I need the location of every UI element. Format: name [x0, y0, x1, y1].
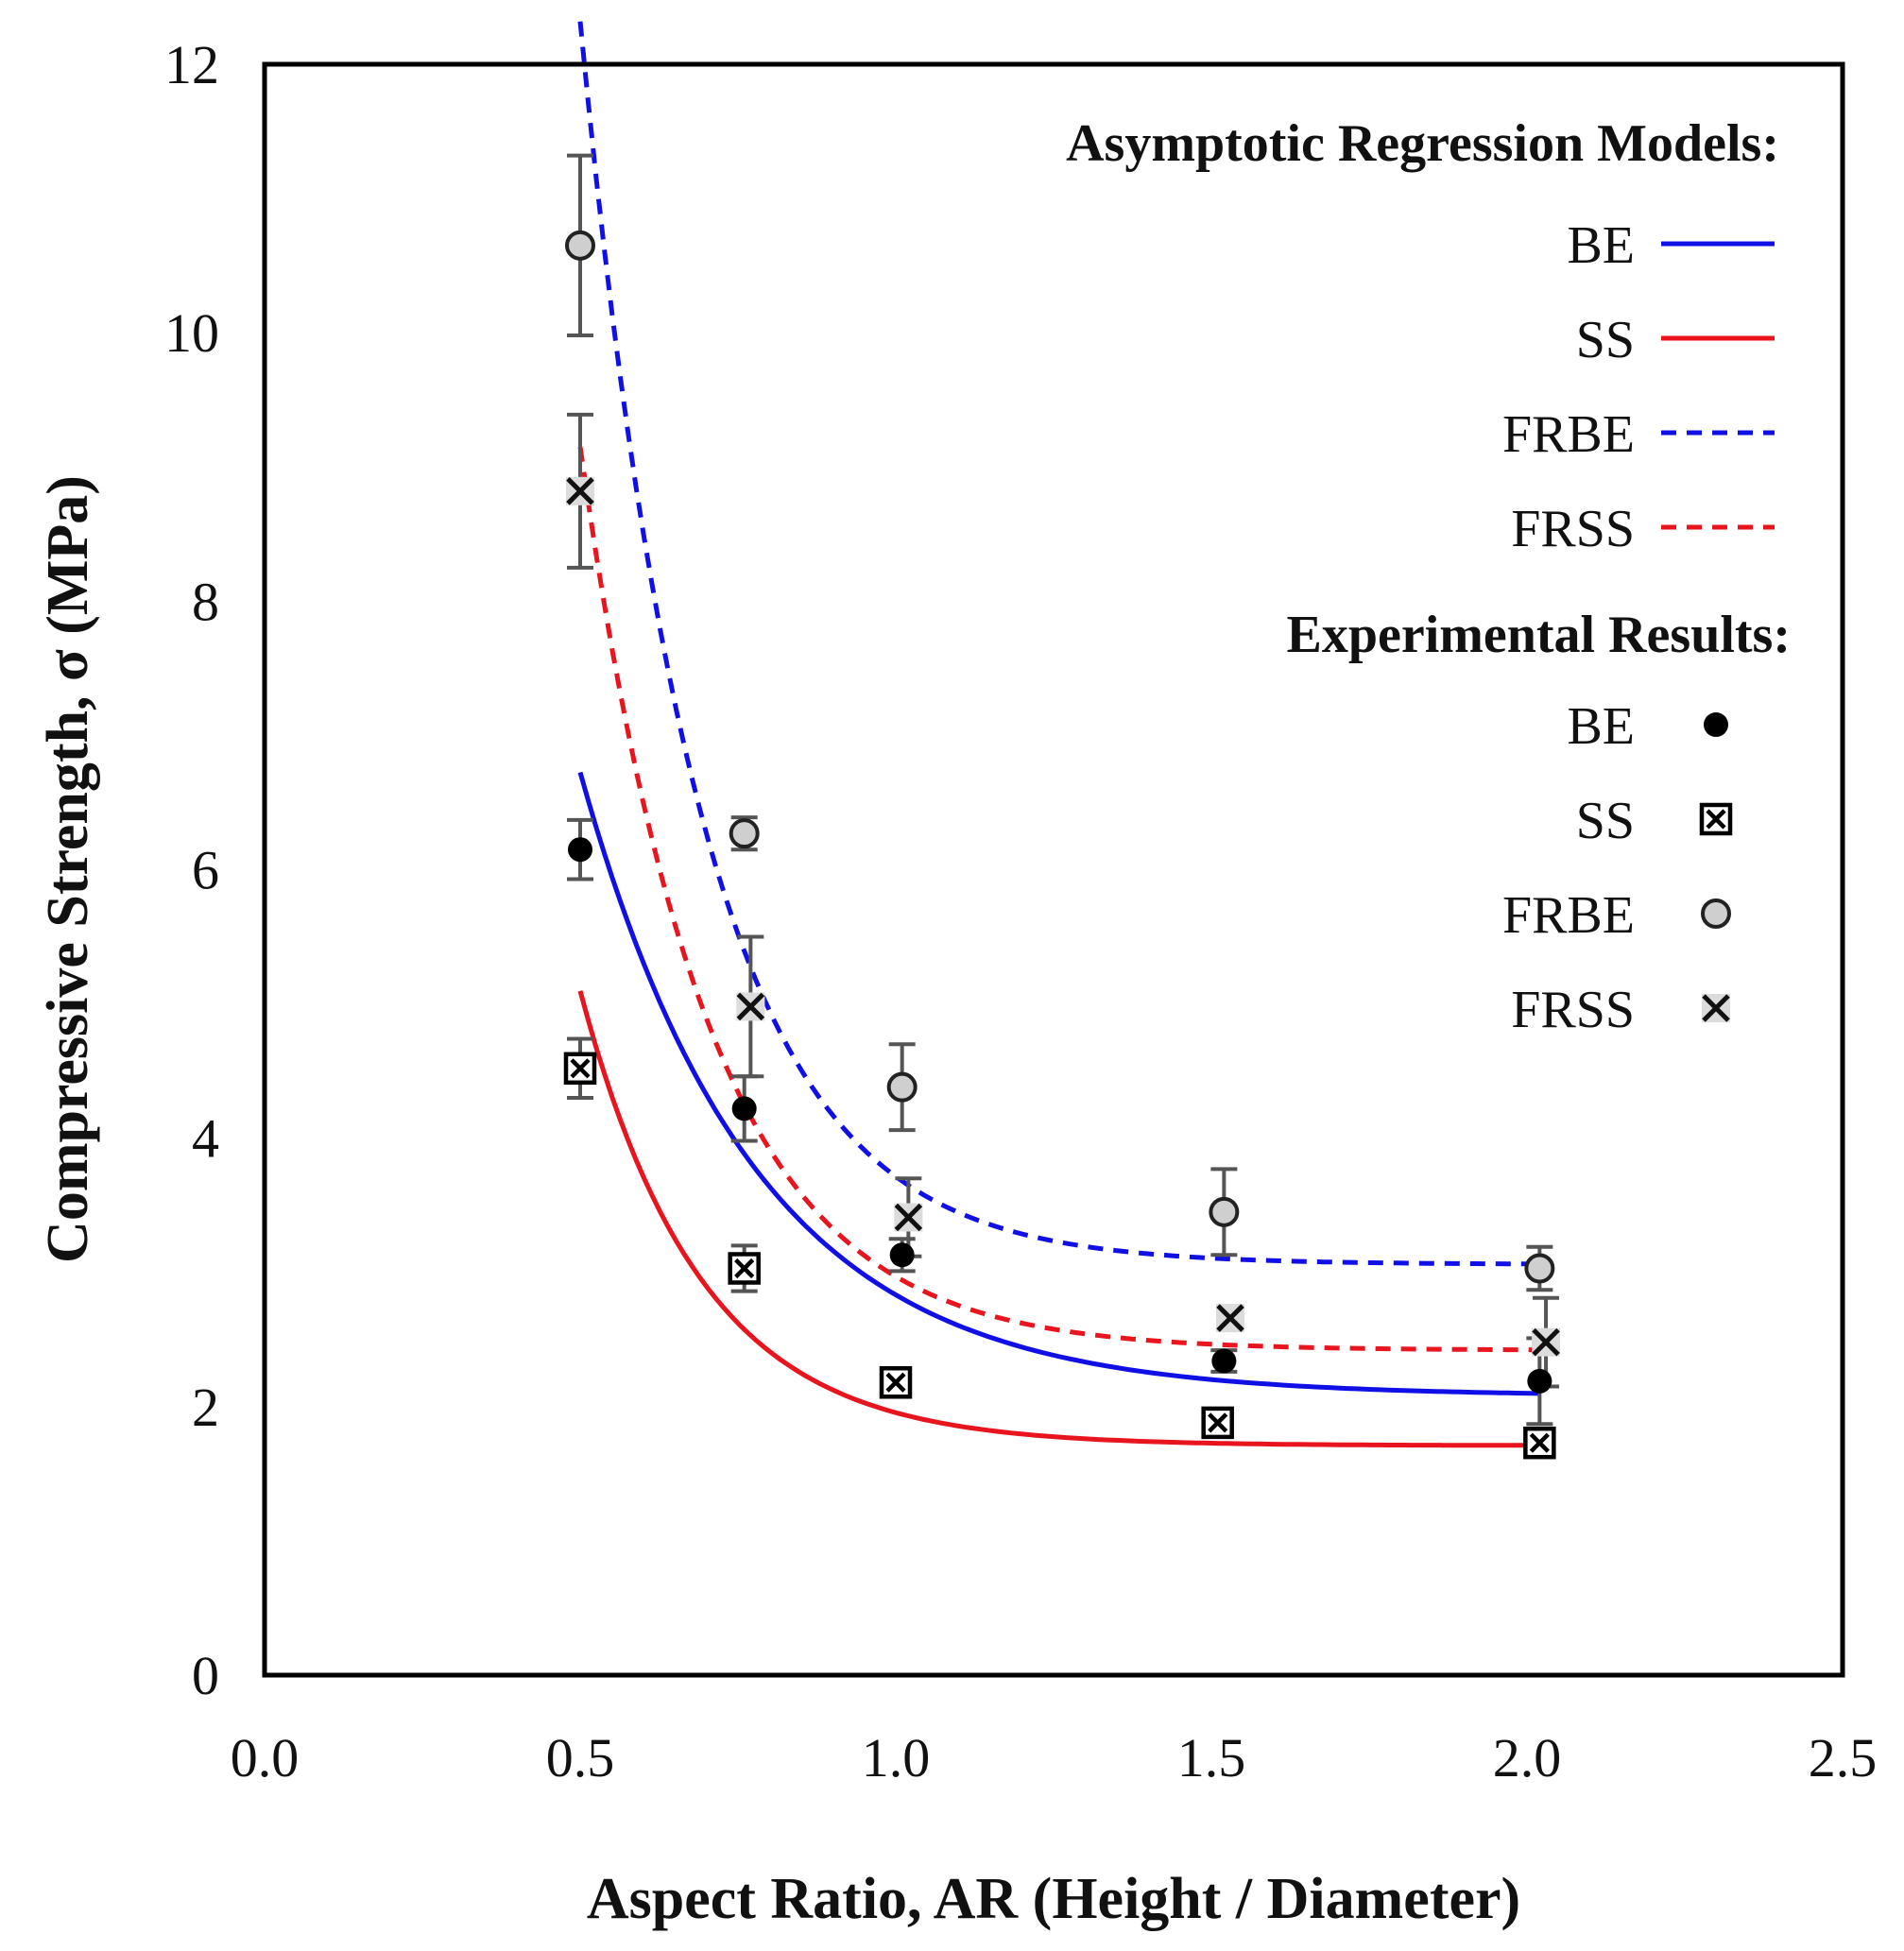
marker-ring [1701, 898, 1731, 929]
marker-x-stroke [1532, 1327, 1560, 1357]
data-markers [563, 230, 1561, 1460]
marker-x-stroke [1529, 1432, 1550, 1453]
data-point-frbe [1209, 1196, 1240, 1227]
x-tick-label: 1.5 [1177, 1727, 1246, 1788]
marker-ring [1524, 1253, 1555, 1284]
marker-x-stroke [734, 1258, 755, 1279]
x-tick-label: 2.5 [1809, 1727, 1878, 1788]
marker-dot [1704, 712, 1728, 737]
data-point-ss [728, 1252, 761, 1285]
legend-marker-frbe [1701, 898, 1731, 929]
legend-results-heading: Experimental Results: [1286, 606, 1791, 664]
model-curve-frbe [577, 21, 1540, 1267]
legend-result-label: FRBE [1502, 886, 1635, 945]
legend-model-label: FRSS [1511, 500, 1635, 558]
marker-ring [565, 230, 595, 261]
x-tick-label: 2.0 [1493, 1727, 1562, 1788]
legend-model-label: FRBE [1502, 405, 1635, 464]
marker-x-stroke [570, 1058, 591, 1079]
marker-dot [731, 1096, 757, 1121]
marker-x-stroke [736, 992, 765, 1021]
marker-x-stroke [1702, 994, 1730, 1022]
y-tick-label: 12 [164, 34, 219, 95]
x-axis-ticks: 0.0 0.5 1.0 1.5 2.0 2.5 [231, 1727, 1878, 1788]
legend-result-label: FRSS [1511, 981, 1635, 1039]
legend-marker-ss [1699, 802, 1733, 836]
marker-ring [729, 818, 760, 849]
marker-ring [1209, 1196, 1240, 1227]
marker-dot [568, 837, 592, 863]
model-curves [577, 21, 1540, 1448]
data-point-ss [563, 1052, 597, 1086]
marker-x-stroke [566, 477, 594, 505]
marker-ring [886, 1071, 918, 1103]
data-point-frbe [565, 230, 595, 261]
data-point-be [731, 1096, 757, 1121]
marker-x-stroke [1706, 809, 1726, 830]
data-point-frss [1216, 1304, 1245, 1333]
marker-x-stroke [1216, 1304, 1244, 1332]
data-point-be [889, 1242, 915, 1268]
model-curve-ss [577, 990, 1540, 1448]
marker-box [1523, 1426, 1556, 1460]
error-bars [567, 153, 1560, 1450]
data-point-frbe [1524, 1253, 1555, 1284]
model-curve-be [577, 771, 1540, 1396]
y-axis-title: Compressive Strength, σ (MPa) [36, 475, 100, 1263]
legend-result-label: SS [1576, 792, 1635, 850]
plot-frame [262, 61, 1845, 1678]
y-tick-label: 6 [192, 840, 219, 901]
legend: Asymptotic Regression Models: Experiment… [1066, 114, 1791, 1039]
x-tick-label: 0.0 [231, 1727, 300, 1788]
legend-model-label: SS [1576, 311, 1635, 369]
data-point-frss [736, 992, 765, 1021]
legend-result-label: BE [1567, 697, 1635, 756]
model-curve-frss [577, 446, 1540, 1353]
y-axis-ticks: 0 2 4 6 8 10 12 [164, 34, 219, 1706]
marker-x-stroke [1208, 1412, 1228, 1433]
x-tick-label: 1.0 [862, 1727, 931, 1788]
data-point-frss [566, 476, 594, 505]
x-tick-label: 0.5 [546, 1727, 615, 1788]
data-point-frss [894, 1203, 923, 1232]
y-tick-label: 8 [192, 571, 219, 632]
y-tick-label: 10 [164, 302, 219, 364]
y-tick-label: 0 [192, 1645, 219, 1706]
marker-dot [1211, 1348, 1237, 1374]
legend-model-label: BE [1567, 216, 1635, 275]
data-point-be [568, 837, 592, 863]
y-tick-label: 2 [192, 1377, 219, 1438]
data-point-ss [1201, 1406, 1234, 1440]
legend-marker-be [1704, 712, 1728, 737]
data-point-be [1211, 1348, 1237, 1374]
data-point-frss [1532, 1327, 1561, 1357]
legend-marker-frss [1702, 994, 1730, 1022]
marker-x-stroke [894, 1203, 923, 1232]
data-point-frbe [886, 1071, 918, 1103]
legend-models-heading: Asymptotic Regression Models: [1066, 114, 1779, 173]
marker-dot [889, 1242, 915, 1268]
marker-x-stroke [885, 1372, 906, 1393]
data-point-frbe [729, 818, 760, 849]
marker-dot [1527, 1368, 1552, 1394]
data-point-ss [1523, 1426, 1556, 1460]
x-axis-title: Aspect Ratio, AR (Height / Diameter) [587, 1867, 1520, 1931]
y-tick-label: 4 [192, 1108, 219, 1170]
data-point-ss [879, 1366, 913, 1399]
data-point-be [1527, 1368, 1552, 1394]
